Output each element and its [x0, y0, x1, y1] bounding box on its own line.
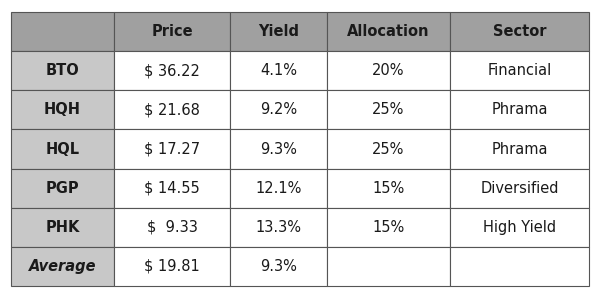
Text: 25%: 25%: [372, 102, 404, 117]
Bar: [114, 208, 230, 247]
Bar: [230, 208, 326, 247]
Bar: [326, 247, 449, 286]
Text: 9.3%: 9.3%: [260, 142, 297, 156]
Text: PHK: PHK: [45, 220, 80, 235]
Text: $ 36.22: $ 36.22: [144, 63, 200, 78]
Text: Average: Average: [29, 259, 96, 274]
Text: Diversified: Diversified: [480, 181, 559, 196]
Text: High Yield: High Yield: [483, 220, 556, 235]
Text: Allocation: Allocation: [347, 24, 430, 39]
Bar: [230, 129, 326, 169]
Text: Yield: Yield: [258, 24, 299, 39]
Text: HQH: HQH: [44, 102, 81, 117]
Text: 4.1%: 4.1%: [260, 63, 297, 78]
Bar: [114, 129, 230, 169]
Text: 9.3%: 9.3%: [260, 259, 297, 274]
Text: $  9.33: $ 9.33: [146, 220, 197, 235]
Bar: [449, 12, 589, 51]
Text: Phrama: Phrama: [491, 142, 548, 156]
Text: PGP: PGP: [46, 181, 79, 196]
Bar: [449, 247, 589, 286]
Bar: [114, 169, 230, 208]
Text: $ 17.27: $ 17.27: [144, 142, 200, 156]
Text: 12.1%: 12.1%: [255, 181, 302, 196]
Bar: [326, 90, 449, 129]
Text: $ 19.81: $ 19.81: [144, 259, 200, 274]
Bar: [449, 208, 589, 247]
Bar: [11, 208, 114, 247]
Bar: [230, 169, 326, 208]
Bar: [326, 169, 449, 208]
Bar: [11, 129, 114, 169]
Text: 9.2%: 9.2%: [260, 102, 297, 117]
Bar: [230, 90, 326, 129]
Bar: [11, 51, 114, 90]
Bar: [449, 51, 589, 90]
Bar: [114, 247, 230, 286]
Bar: [11, 90, 114, 129]
Bar: [11, 12, 114, 51]
Text: Price: Price: [151, 24, 193, 39]
Text: 25%: 25%: [372, 142, 404, 156]
Text: 15%: 15%: [372, 220, 404, 235]
Bar: [11, 247, 114, 286]
Text: 13.3%: 13.3%: [256, 220, 301, 235]
Bar: [230, 12, 326, 51]
Bar: [230, 247, 326, 286]
Text: $ 21.68: $ 21.68: [144, 102, 200, 117]
Bar: [114, 51, 230, 90]
Bar: [449, 129, 589, 169]
Text: Sector: Sector: [493, 24, 546, 39]
Bar: [449, 169, 589, 208]
Text: $ 14.55: $ 14.55: [144, 181, 200, 196]
Bar: [326, 12, 449, 51]
Text: HQL: HQL: [45, 142, 79, 156]
Text: BTO: BTO: [46, 63, 79, 78]
Text: 20%: 20%: [372, 63, 404, 78]
Bar: [11, 169, 114, 208]
Bar: [326, 51, 449, 90]
Bar: [449, 90, 589, 129]
Bar: [230, 51, 326, 90]
Text: 15%: 15%: [372, 181, 404, 196]
Bar: [326, 208, 449, 247]
Bar: [326, 129, 449, 169]
Text: Phrama: Phrama: [491, 102, 548, 117]
Bar: [114, 12, 230, 51]
Text: Financial: Financial: [487, 63, 551, 78]
Bar: [114, 90, 230, 129]
